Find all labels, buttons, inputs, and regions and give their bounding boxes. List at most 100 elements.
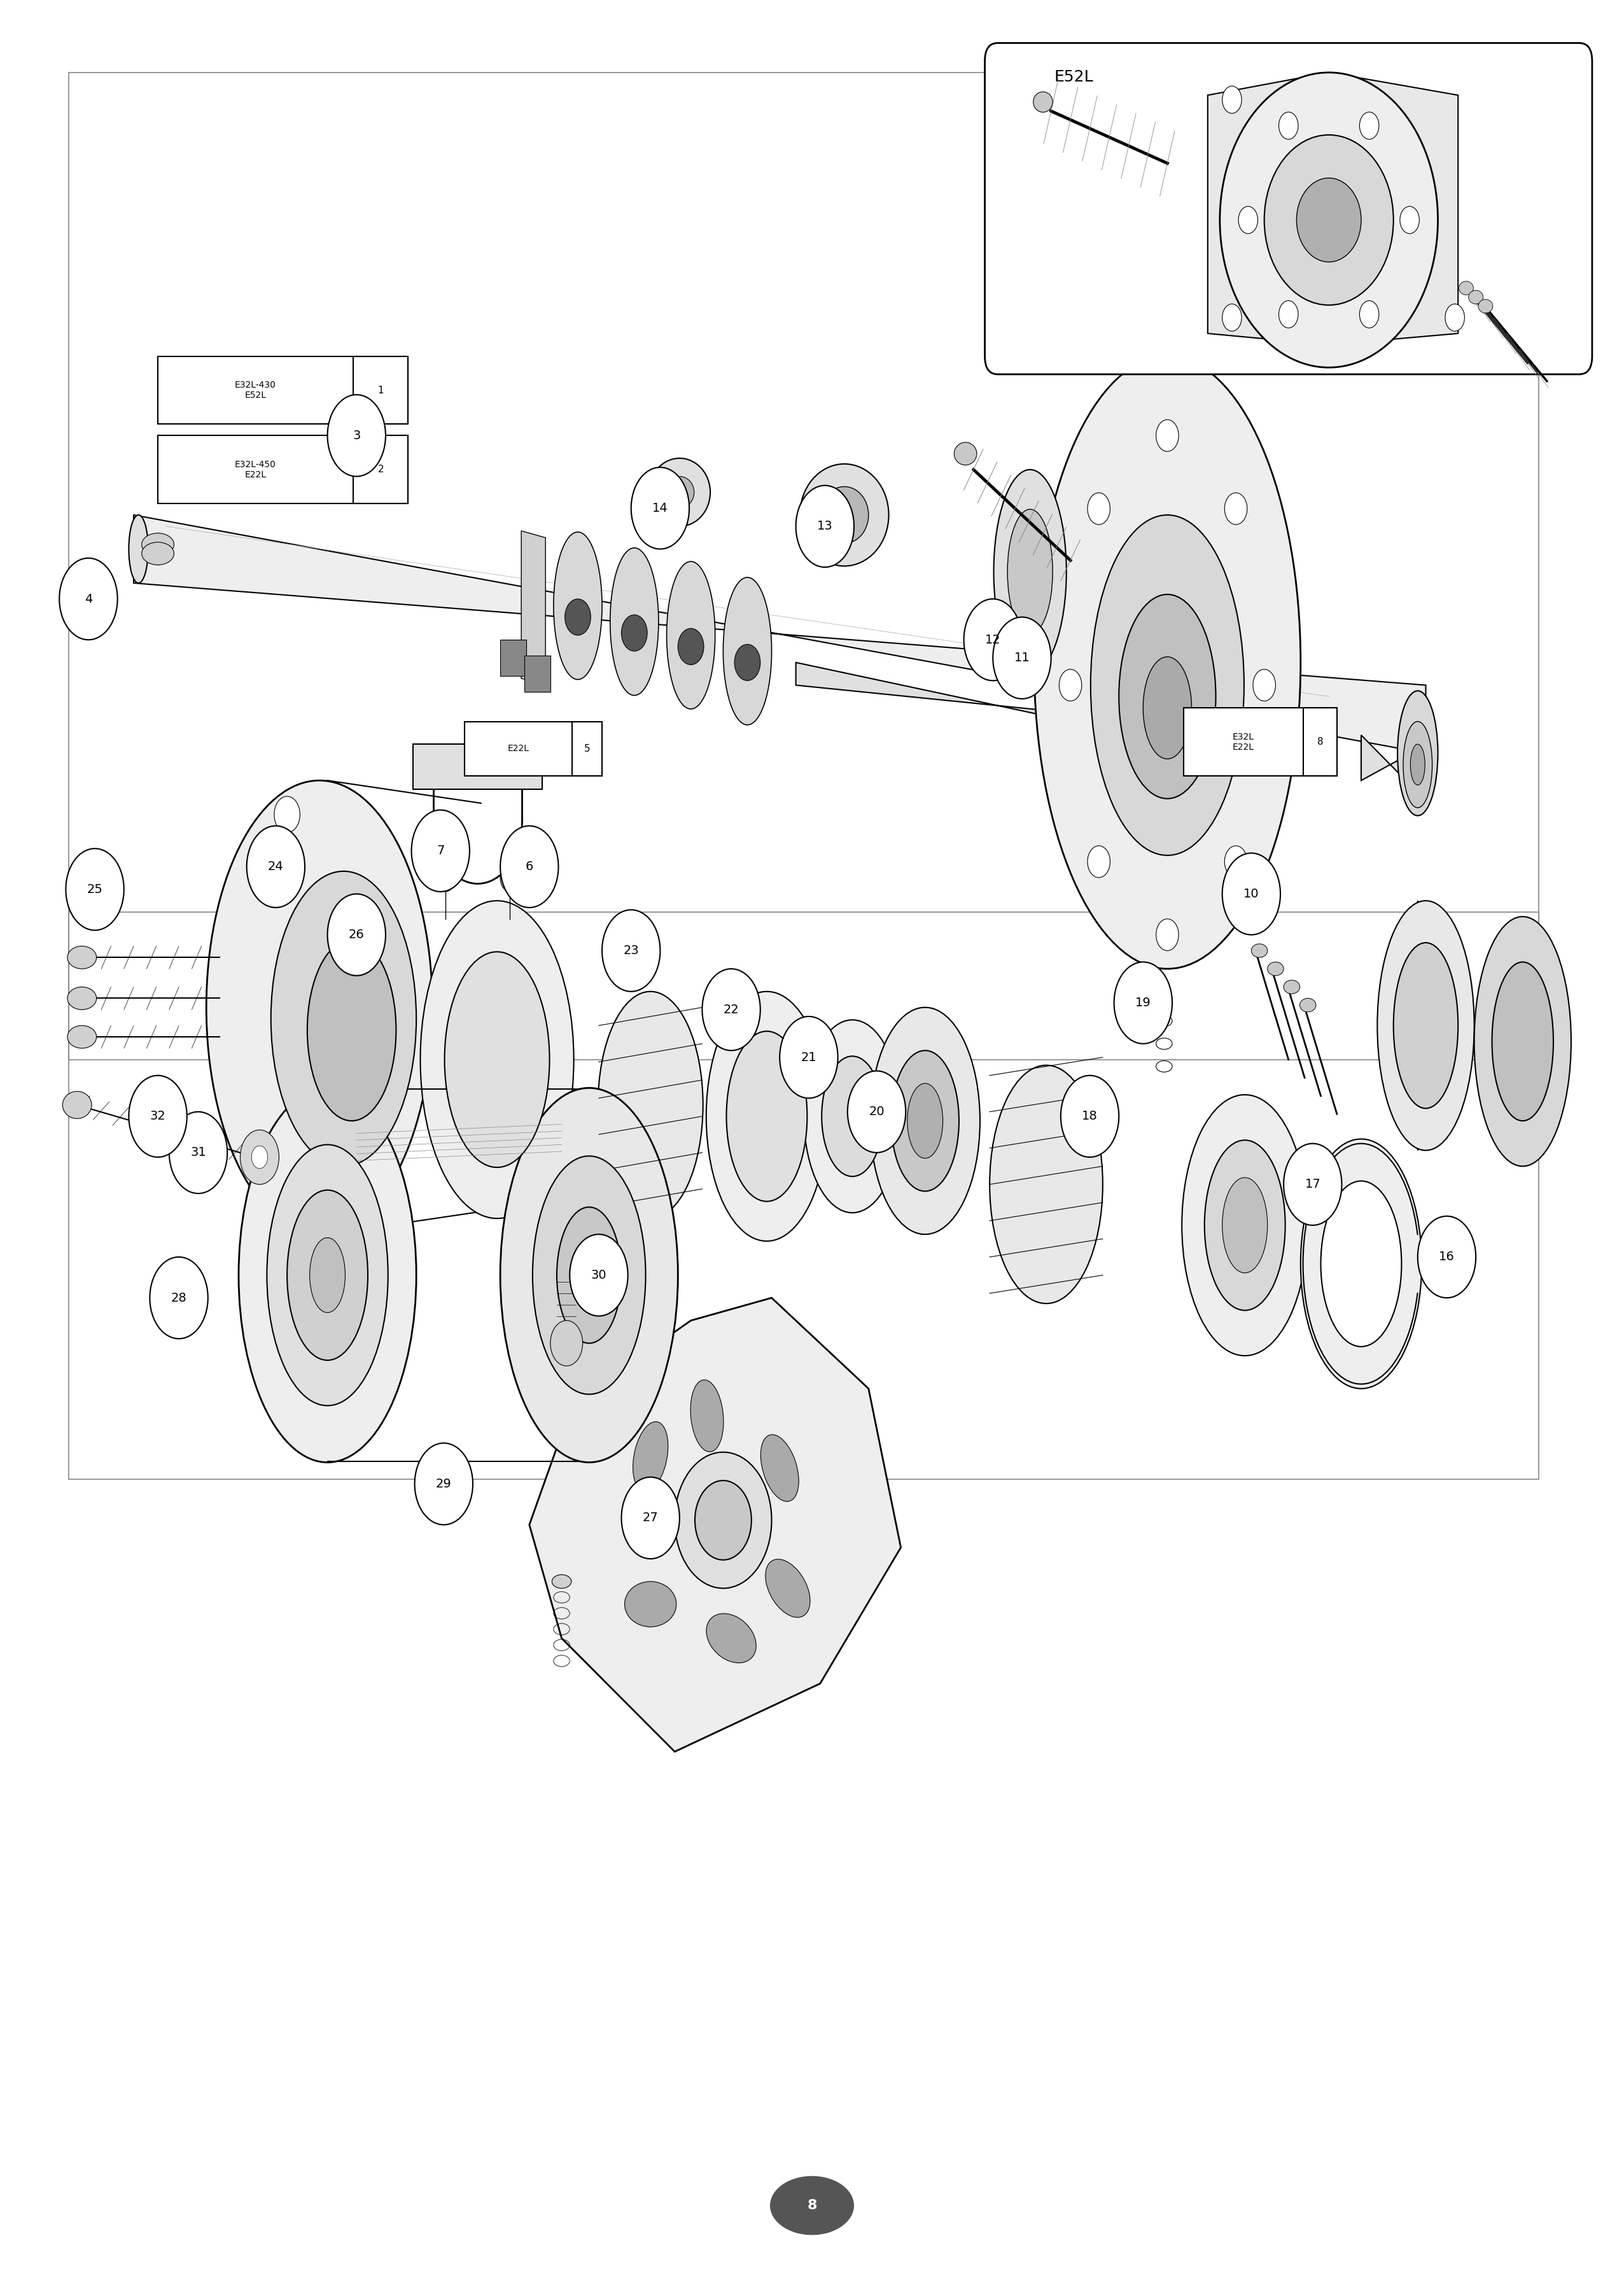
Circle shape <box>128 1075 187 1157</box>
Circle shape <box>252 1146 268 1169</box>
Ellipse shape <box>141 533 174 556</box>
Ellipse shape <box>1377 900 1475 1150</box>
Bar <box>158 355 408 424</box>
Ellipse shape <box>1091 515 1244 854</box>
Circle shape <box>1418 1216 1476 1298</box>
Text: 20: 20 <box>869 1105 885 1118</box>
Circle shape <box>274 797 300 834</box>
Circle shape <box>411 811 469 891</box>
Circle shape <box>1088 492 1111 524</box>
Ellipse shape <box>1033 91 1052 112</box>
Text: 21: 21 <box>801 1050 817 1064</box>
Circle shape <box>963 599 1021 681</box>
Ellipse shape <box>206 781 432 1235</box>
Ellipse shape <box>557 1207 622 1344</box>
Circle shape <box>1278 112 1298 139</box>
Ellipse shape <box>1410 745 1424 786</box>
Text: 11: 11 <box>1013 652 1030 663</box>
Text: 5: 5 <box>585 745 590 754</box>
Circle shape <box>328 394 385 476</box>
Ellipse shape <box>68 1025 96 1048</box>
Ellipse shape <box>822 1057 883 1175</box>
Ellipse shape <box>141 542 174 565</box>
Ellipse shape <box>68 945 96 968</box>
Text: E22L: E22L <box>507 745 529 754</box>
Ellipse shape <box>674 1451 771 1588</box>
Circle shape <box>247 827 305 907</box>
Circle shape <box>67 847 123 929</box>
Ellipse shape <box>1296 178 1361 262</box>
Ellipse shape <box>1143 656 1192 759</box>
Text: 17: 17 <box>1304 1178 1320 1191</box>
Circle shape <box>500 863 520 891</box>
Text: 23: 23 <box>624 945 638 957</box>
Text: 31: 31 <box>190 1146 206 1160</box>
Ellipse shape <box>68 986 96 1009</box>
Ellipse shape <box>1403 722 1432 809</box>
Circle shape <box>1400 207 1419 235</box>
Ellipse shape <box>650 458 710 526</box>
Ellipse shape <box>1492 961 1554 1121</box>
Text: 10: 10 <box>1548 317 1562 328</box>
Bar <box>1184 708 1337 777</box>
Circle shape <box>848 1071 906 1153</box>
Text: 22: 22 <box>723 1005 739 1016</box>
Ellipse shape <box>908 1084 944 1157</box>
Circle shape <box>500 827 559 907</box>
Circle shape <box>1088 845 1111 877</box>
Circle shape <box>570 1235 628 1317</box>
Ellipse shape <box>666 560 715 708</box>
Ellipse shape <box>1223 1178 1267 1273</box>
Ellipse shape <box>310 1237 346 1312</box>
Bar <box>500 640 526 677</box>
Circle shape <box>1223 87 1242 114</box>
Ellipse shape <box>266 1144 388 1406</box>
Bar <box>158 435 408 503</box>
Circle shape <box>1114 961 1173 1043</box>
Ellipse shape <box>1034 355 1301 968</box>
Ellipse shape <box>128 515 148 583</box>
Circle shape <box>1531 287 1579 355</box>
Circle shape <box>1224 845 1247 877</box>
Circle shape <box>1359 301 1379 328</box>
Ellipse shape <box>239 1089 416 1462</box>
Bar <box>525 656 551 693</box>
Text: 8: 8 <box>807 2198 817 2212</box>
Text: E32L-430
E52L: E32L-430 E52L <box>235 380 276 399</box>
Text: 14: 14 <box>653 501 667 515</box>
Polygon shape <box>796 663 1200 749</box>
Ellipse shape <box>1299 998 1315 1011</box>
Circle shape <box>1224 492 1247 524</box>
Text: 30: 30 <box>591 1269 607 1280</box>
Ellipse shape <box>1468 289 1483 303</box>
Ellipse shape <box>695 1481 752 1560</box>
Ellipse shape <box>664 476 693 508</box>
Ellipse shape <box>801 465 888 565</box>
Bar <box>70 911 1540 1478</box>
Text: 1: 1 <box>378 385 383 394</box>
Ellipse shape <box>598 991 703 1219</box>
Bar <box>70 73 1540 1059</box>
Circle shape <box>622 1476 679 1558</box>
Circle shape <box>1445 303 1465 330</box>
Ellipse shape <box>1320 1180 1402 1346</box>
Ellipse shape <box>1007 510 1052 633</box>
Text: 11: 11 <box>1281 134 1296 146</box>
Ellipse shape <box>770 2175 854 2235</box>
Text: 28: 28 <box>171 1292 187 1303</box>
Text: E52L: E52L <box>1054 68 1093 84</box>
Ellipse shape <box>287 1189 367 1360</box>
Circle shape <box>677 629 703 665</box>
Text: E32L-450
E22L: E32L-450 E22L <box>235 460 276 478</box>
Ellipse shape <box>765 1558 810 1617</box>
Circle shape <box>1223 303 1242 330</box>
Ellipse shape <box>307 939 396 1121</box>
Ellipse shape <box>1398 690 1437 816</box>
Ellipse shape <box>870 1007 979 1235</box>
Circle shape <box>328 893 385 975</box>
Ellipse shape <box>63 1091 91 1118</box>
Ellipse shape <box>625 1581 676 1626</box>
Text: 13: 13 <box>817 519 833 533</box>
Circle shape <box>1263 107 1312 175</box>
Text: 9: 9 <box>1551 226 1559 237</box>
